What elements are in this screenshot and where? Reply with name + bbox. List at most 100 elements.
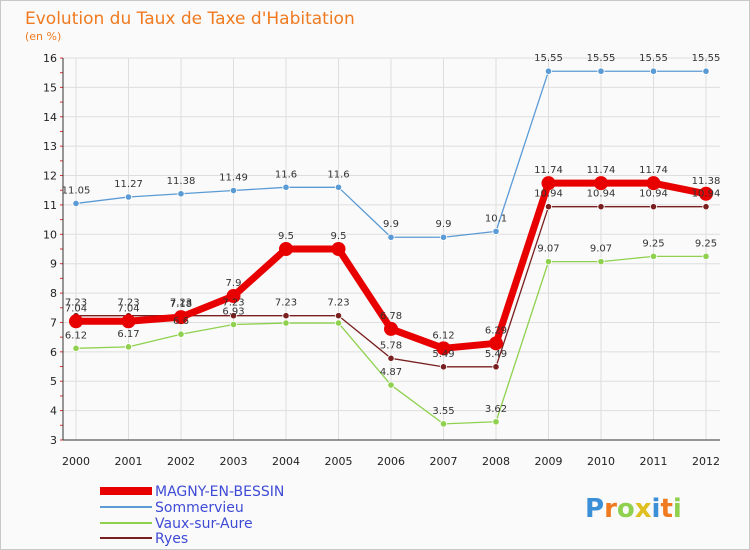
data-label: 6.29 (485, 325, 507, 336)
data-point (492, 227, 500, 235)
data-point (702, 203, 710, 211)
y-tick-label: 6 (50, 346, 57, 359)
data-label: 7.9 (226, 278, 242, 289)
logo-letter: r (604, 494, 617, 524)
data-label: 7.04 (65, 303, 87, 314)
data-label: 11.74 (639, 165, 668, 176)
logo-letter: x (635, 494, 652, 524)
data-point (649, 252, 658, 260)
data-point (597, 67, 605, 75)
y-tick-label: 10 (43, 228, 57, 241)
logo-letter: t (660, 494, 672, 524)
data-label: 5.49 (485, 349, 507, 360)
y-tick-label: 16 (43, 52, 57, 65)
x-tick-label: 2006 (377, 455, 405, 468)
data-point (702, 67, 710, 75)
data-point (492, 363, 500, 371)
data-label: 10.94 (692, 189, 721, 200)
data-label: 15.55 (534, 53, 563, 64)
logo-letter: i (652, 494, 661, 524)
axes: 3 4 5 6 7 8 9 10 11 12 13 14 15 16 2000 2001 2002 2003 200… (43, 52, 720, 468)
data-label: 5.49 (432, 349, 454, 360)
data-point (279, 242, 293, 256)
data-point (124, 193, 133, 201)
data-point (387, 354, 395, 362)
legend-label: Sommervieu (155, 500, 244, 516)
x-tick-label: 2004 (272, 455, 300, 468)
data-point (544, 67, 553, 75)
data-label: 9.25 (642, 238, 664, 249)
x-tick-label: 2009 (535, 455, 563, 468)
data-point (439, 233, 448, 241)
data-point (649, 203, 658, 211)
data-label: 7.23 (275, 298, 297, 309)
data-point (699, 186, 713, 201)
y-tick-label: 13 (43, 140, 57, 153)
y-tick-label: 4 (50, 405, 57, 418)
data-point (229, 320, 238, 329)
data-point (282, 183, 290, 191)
data-point (597, 203, 605, 211)
x-tick-label: 2010 (587, 455, 615, 468)
data-label: 15.55 (692, 53, 721, 64)
y-tick-label: 8 (50, 287, 57, 300)
data-point (384, 321, 398, 336)
data-label: 10.94 (534, 189, 563, 200)
data-point (226, 289, 241, 304)
y-tick-label: 7 (50, 316, 57, 329)
legend-label: MAGNY-EN-BESSIN (155, 484, 284, 500)
data-point (544, 203, 553, 211)
x-tick-label: 2011 (640, 455, 668, 468)
data-label: 10.1 (485, 213, 507, 224)
data-labels: 7.04 7.04 7.18 7.9 9.5 9.5 6.78 6.12 6.29 11.74 11… (62, 53, 721, 417)
data-point (387, 381, 395, 389)
data-label: 9.5 (331, 231, 347, 242)
chart-subtitle: (en %) (25, 30, 61, 43)
data-point (649, 67, 658, 75)
y-tick-label: 9 (50, 258, 57, 271)
data-label: 9.07 (590, 244, 612, 255)
data-label: 11.6 (275, 169, 297, 180)
data-label: 6.12 (432, 330, 454, 341)
data-label: 6.93 (222, 307, 244, 318)
data-label: 6.17 (117, 329, 139, 340)
y-tick-label: 15 (43, 81, 57, 94)
x-tick-label: 2000 (62, 455, 90, 468)
data-point (72, 199, 80, 208)
series-layer (69, 67, 713, 428)
data-point (439, 420, 448, 428)
x-tick-label: 2001 (115, 455, 143, 468)
data-label: 5.78 (380, 340, 402, 351)
data-label: 11.38 (167, 176, 196, 187)
data-label: 9.9 (383, 219, 399, 230)
data-label: 11.38 (692, 176, 721, 187)
data-label: 7.18 (170, 299, 192, 310)
logo-letter: P (585, 494, 604, 524)
data-label: 7.23 (222, 298, 244, 309)
data-point (334, 319, 343, 327)
data-label: 7.04 (117, 303, 139, 314)
data-point (544, 258, 553, 266)
data-point (282, 312, 290, 320)
data-point (541, 176, 556, 191)
x-tick-label: 2003 (220, 455, 248, 468)
legend-label: Vaux-sur-Aure (155, 516, 253, 532)
data-point (177, 330, 185, 338)
chart-title: Evolution du Taux de Taxe d'Habitation (25, 9, 355, 29)
data-label: 15.55 (587, 53, 616, 64)
data-label: 9.9 (436, 219, 452, 230)
data-label: 6.6 (173, 316, 189, 327)
logo-letter: i (673, 494, 682, 524)
data-point (387, 233, 395, 241)
logo-letter: o (617, 494, 635, 524)
data-point (489, 336, 503, 351)
data-label: 9.25 (695, 238, 717, 249)
y-tick-label: 11 (43, 199, 57, 212)
data-point (229, 312, 238, 320)
x-tick-label: 2002 (167, 455, 195, 468)
data-label: 9.07 (537, 244, 559, 255)
data-point (439, 363, 448, 371)
data-point (334, 183, 343, 191)
